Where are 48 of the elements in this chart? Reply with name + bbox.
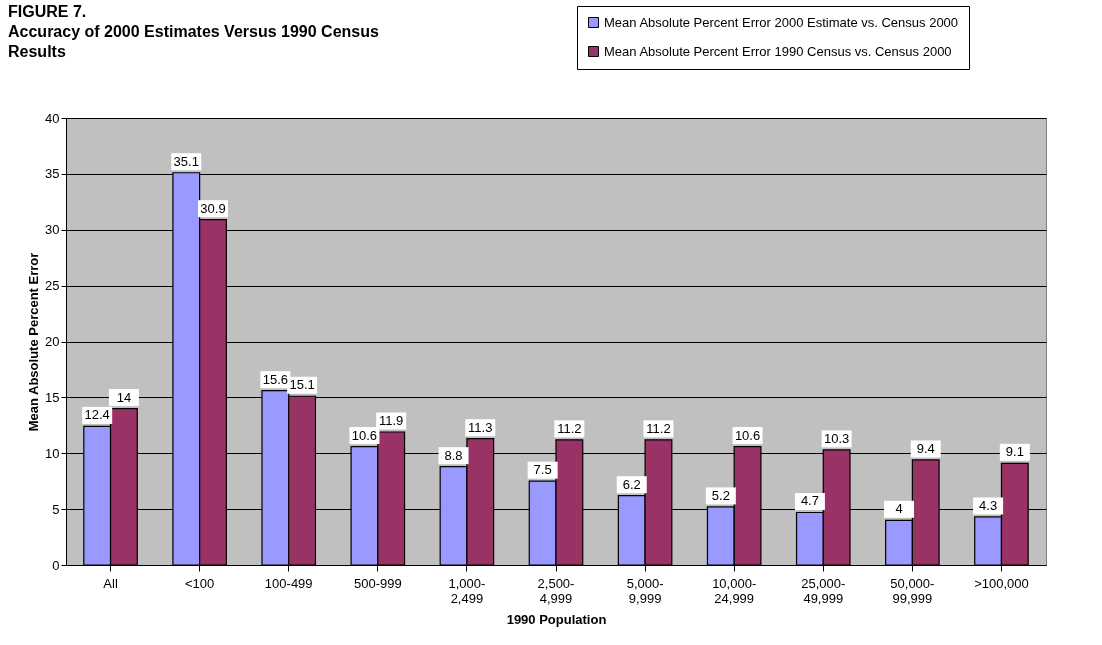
data-label: 8.8 [444,447,463,463]
data-label: 10.6 [351,427,378,443]
data-label: 15.6 [262,371,289,387]
y-tick-label: 40 [45,110,60,126]
x-tick-label: 5,000-9,999 [626,575,664,606]
x-tick-label: 1,000-2,499 [448,575,486,606]
data-label: 6.2 [622,476,641,492]
data-label: 10.3 [823,430,850,446]
y-tick-label: 35 [45,166,60,182]
data-label: 11.3 [468,419,493,435]
data-label: 4.7 [800,493,819,509]
data-label: 35.1 [173,153,199,169]
data-label: 10.6 [734,427,761,443]
y-tick-label: 25 [45,278,60,294]
data-label: 12.4 [84,407,110,423]
x-tick-label: 10,000-24,999 [712,575,757,606]
y-axis-title: Mean Absolute Percent Error [26,252,42,432]
y-tick-label: 15 [45,389,60,405]
x-tick-label: 100-499 [264,575,313,591]
y-tick-label: 30 [45,222,60,238]
chart-title: FIGURE 7. [8,2,88,22]
legend-label: Mean Absolute Percent Error 2000 Estimate vs. Census 2000 [604,14,959,30]
x-tick-label: 50,000-99,999 [890,575,935,606]
y-tick-label: 20 [45,334,60,349]
data-label: 30.9 [200,200,226,216]
data-label: 15.1 [289,377,315,393]
x-tick-label: 500-999 [353,575,402,591]
y-tick-label: 0 [52,557,60,573]
chart-subtitle: Accuracy of 2000 Estimates Versus 1990 Census Results [8,22,380,62]
data-label: 4.3 [979,497,998,513]
data-label: 14 [116,389,132,405]
x-axis-title: 1990 Population [506,611,607,627]
data-label: 9.4 [916,440,935,456]
x-tick-label: <100 [184,575,215,591]
x-tick-label: 25,000-49,999 [801,575,846,606]
data-label: 4 [895,501,903,517]
data-label: 11.2 [557,420,582,436]
legend-label: Mean Absolute Percent Error 1990 Census vs. Census 2000 [604,43,952,59]
y-tick-label: 5 [52,501,60,517]
data-label: 9.1 [1005,444,1024,460]
x-tick-label: >100,000 [974,575,1029,591]
x-tick-label: 2,500-4,999 [537,575,575,606]
data-label: 11.2 [646,420,671,436]
data-label: 11.9 [379,413,404,429]
data-label: 7.5 [533,462,552,478]
x-tick-label: All [103,575,118,591]
y-tick-label: 10 [45,445,60,461]
data-label: 5.2 [711,487,730,503]
